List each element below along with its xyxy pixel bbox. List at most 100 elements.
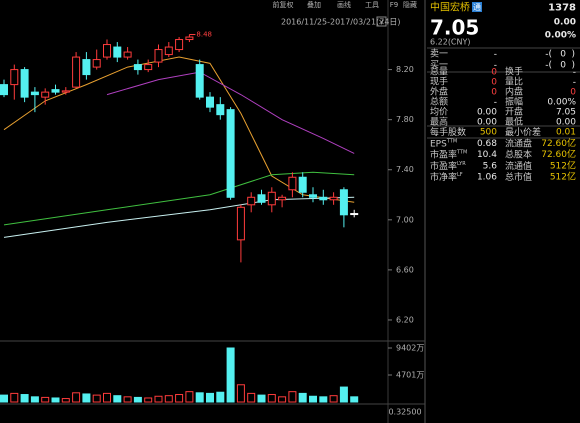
- candle-body: [0, 84, 8, 96]
- candle-body: [30, 91, 39, 96]
- volume-bar: [226, 347, 235, 403]
- stat-cell: 总量: [430, 66, 448, 78]
- fund-label: 每手股数: [430, 126, 466, 138]
- volume-bar: [82, 393, 91, 403]
- stat-cell: 内盘: [505, 86, 523, 98]
- fund-value: 10.4: [477, 150, 497, 160]
- candle-body: [350, 213, 359, 216]
- change: 0.00: [554, 18, 576, 28]
- stock-code: 1378: [548, 3, 576, 14]
- order-book-cell: -(: [545, 61, 552, 71]
- candle-body: [123, 51, 132, 58]
- label-sup: TTM: [456, 149, 467, 155]
- stock-name[interactable]: 中国宏桥: [430, 1, 470, 14]
- volume-bar: [350, 396, 359, 403]
- toolbar-button[interactable]: 工具: [365, 1, 379, 9]
- order-book-cell: 0: [560, 61, 566, 71]
- stat-cell: 0: [491, 68, 497, 78]
- volume-bar: [339, 386, 348, 403]
- candle-body: [92, 59, 101, 68]
- candle-body: [154, 49, 163, 63]
- candle-body: [103, 44, 111, 58]
- candle-body: [319, 196, 328, 201]
- volume-bar: [123, 396, 132, 403]
- stat-cell: 0.00: [477, 108, 497, 118]
- label: 流通盘: [505, 137, 532, 149]
- toolbar-button[interactable]: 隐藏: [403, 0, 417, 9]
- fund-value: 512亿: [550, 159, 576, 171]
- candle-body: [10, 69, 19, 86]
- stat-cell: 均价: [430, 106, 448, 118]
- badge-bg: [472, 2, 482, 12]
- volume-bar: [61, 398, 70, 403]
- order-book-cell: ): [571, 61, 575, 71]
- volume-bar: [113, 395, 122, 403]
- candle-body: [185, 36, 194, 41]
- date-range: 2016/11/25-2017/03/21(74日): [281, 18, 401, 27]
- stat-cell: 0: [570, 88, 576, 98]
- currency-price: 6.22(CNY): [430, 38, 471, 47]
- stat-cell: 量比: [505, 76, 523, 88]
- volume-bar: [206, 392, 214, 403]
- stat-cell: 换手: [505, 66, 523, 78]
- candle-body: [206, 96, 214, 108]
- volume-bar: [329, 395, 338, 403]
- candle-body: [82, 59, 91, 76]
- volume-bar: [288, 391, 297, 403]
- moving-average: [106, 71, 355, 154]
- y-tick-label: 6.20: [396, 315, 414, 324]
- stat-cell: 0: [491, 78, 497, 88]
- fund-value: 0.68: [477, 139, 497, 149]
- volume-bar: [103, 392, 111, 403]
- indicator-label: 0.32500: [388, 408, 421, 417]
- stat-cell: -: [573, 68, 576, 78]
- label: 市净率: [430, 171, 457, 183]
- fund-value: 0.01: [556, 128, 576, 138]
- y-tick-label: 7.00: [396, 215, 414, 224]
- volume-bar: [41, 396, 50, 403]
- stat-cell: 外盘: [430, 86, 448, 98]
- y-tick-label: 6.60: [396, 265, 414, 274]
- candle-body: [175, 39, 184, 51]
- close-box[interactable]: [376, 16, 387, 27]
- candle-body: [226, 109, 235, 198]
- candle-body: [133, 64, 142, 71]
- order-book-cell: 买一: [430, 60, 448, 71]
- label: 市盈率: [430, 148, 457, 160]
- toolbar-button[interactable]: 前复权: [273, 0, 294, 9]
- close-icon[interactable]: ×: [378, 18, 385, 27]
- volume-bar: [154, 395, 163, 403]
- order-book-cell: -(: [545, 50, 552, 60]
- order-book-cell: 0: [560, 50, 566, 60]
- toolbar-button[interactable]: 画线: [337, 0, 351, 9]
- stat-cell: 总额: [430, 96, 448, 108]
- volume-bar: [0, 394, 8, 403]
- label-sup: LF: [457, 172, 463, 178]
- fund-label: 最小价差: [505, 126, 541, 138]
- candle-body: [288, 176, 297, 191]
- fund-label: 市盈率LYR: [430, 159, 466, 171]
- stat-cell: -: [573, 78, 576, 88]
- candle-body: [309, 194, 317, 198]
- order-book-cell: 卖一: [430, 49, 448, 60]
- candle-body: [267, 191, 276, 206]
- volume-bar: [278, 396, 287, 403]
- change-pct: 0.00%: [545, 31, 576, 41]
- volume-bar: [236, 384, 245, 403]
- candle-body: [247, 196, 256, 206]
- fund-label: 总市值: [505, 171, 532, 183]
- candle-body: [72, 56, 81, 88]
- fund-label: 流通值: [505, 159, 532, 171]
- volume-bar: [144, 397, 153, 403]
- fund-label: EPSTTM: [430, 138, 457, 149]
- volume-bar: [216, 391, 225, 403]
- toolbar-button[interactable]: 叠加: [307, 0, 321, 9]
- fund-label: 市盈率TTM: [430, 148, 467, 160]
- volume-bar: [267, 394, 276, 403]
- moving-average: [3, 196, 355, 238]
- fund-label: 总股本: [505, 148, 532, 160]
- label: 市盈率: [430, 159, 457, 171]
- volume-bar: [72, 392, 81, 403]
- stat-cell: 振幅: [505, 96, 523, 108]
- toolbar-button[interactable]: F9: [390, 1, 398, 9]
